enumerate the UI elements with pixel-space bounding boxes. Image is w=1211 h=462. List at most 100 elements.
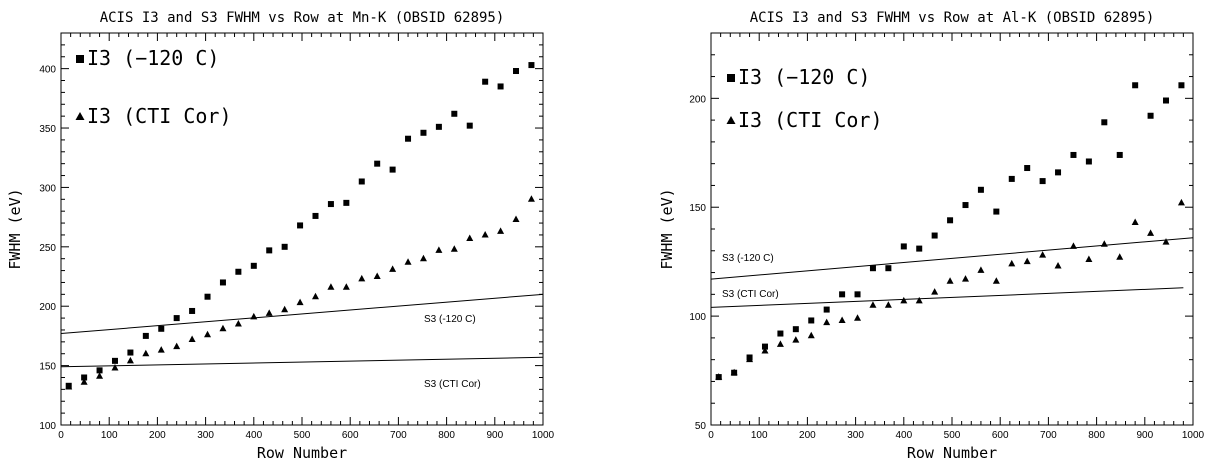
- data-point-triangle: [389, 265, 397, 272]
- data-point-triangle: [761, 346, 769, 354]
- data-point-square: [466, 122, 473, 129]
- data-point-square: [1147, 112, 1154, 119]
- data-point-square: [947, 217, 954, 224]
- data-point-triangle: [931, 288, 939, 295]
- data-point-triangle: [188, 335, 196, 342]
- y-tick-label: 350: [39, 124, 56, 135]
- data-point-triangle: [823, 318, 831, 326]
- data-point-square: [327, 201, 334, 208]
- x-tick-label: 700: [1040, 430, 1057, 441]
- data-point-square: [977, 186, 984, 193]
- reference-line: [60, 293, 544, 335]
- data-point-triangle: [311, 292, 319, 300]
- x-tick-label: 300: [847, 430, 864, 441]
- x-tick-label: 400: [245, 430, 262, 441]
- data-point-square: [528, 62, 535, 69]
- x-tick-label: 900: [486, 430, 503, 441]
- data-point-triangle: [204, 330, 212, 338]
- legend-label: I3 (−120 C): [87, 46, 219, 70]
- y-tick-label: 150: [689, 203, 706, 214]
- series-2: [715, 198, 1185, 380]
- x-axis-label: Row Number: [907, 444, 997, 462]
- data-point-square: [235, 268, 242, 275]
- reference-line-label: S3 (CTI Cor): [424, 379, 481, 390]
- y-tick-label: 150: [39, 362, 56, 373]
- data-point-triangle: [900, 296, 908, 304]
- x-tick-label: 200: [799, 430, 816, 441]
- data-point-triangle: [450, 245, 458, 252]
- data-point-square: [869, 265, 876, 272]
- data-point-triangle: [977, 266, 985, 273]
- data-point-square: [219, 279, 226, 286]
- y-tick-label: 400: [39, 65, 56, 76]
- data-point-square: [189, 307, 196, 314]
- data-point-square: [343, 199, 350, 206]
- y-tick-label: 50: [695, 421, 707, 432]
- chart-2: ACIS I3 and S3 FWHM vs Row at Al-K (OBSI…: [658, 10, 1205, 462]
- x-tick-label: 0: [58, 430, 64, 441]
- x-tick-label: 700: [390, 430, 407, 441]
- reference-line: [710, 237, 1194, 280]
- data-point-square: [96, 367, 103, 374]
- data-point-square: [854, 291, 861, 298]
- legend-marker-triangle: [75, 112, 85, 120]
- data-point-square: [792, 326, 799, 333]
- y-axis-label: FWHM (eV): [6, 188, 24, 269]
- plot-frame: [60, 32, 544, 426]
- data-point-square: [1178, 82, 1185, 89]
- data-point-triangle: [961, 275, 969, 282]
- data-point-square: [420, 129, 427, 136]
- data-point-triangle: [884, 301, 892, 308]
- reference-line-label: S3 (-120 C): [424, 314, 476, 325]
- data-point-triangle: [157, 346, 165, 353]
- data-point-square: [823, 306, 830, 313]
- data-point-triangle: [512, 215, 520, 222]
- chart-1: ACIS I3 and S3 FWHM vs Row at Mn-K (OBSI…: [6, 10, 555, 462]
- data-point-triangle: [250, 312, 258, 320]
- data-point-square: [358, 178, 365, 185]
- data-point-square: [111, 357, 118, 364]
- data-point-square: [1116, 151, 1123, 158]
- x-tick-label: 200: [149, 430, 166, 441]
- data-point-triangle: [869, 301, 877, 308]
- data-point-triangle: [1054, 262, 1062, 269]
- data-point-square: [127, 349, 134, 356]
- data-point-triangle: [854, 314, 862, 321]
- data-point-triangle: [992, 277, 1000, 284]
- y-tick-label: 100: [689, 312, 706, 323]
- data-point-triangle: [1039, 251, 1047, 258]
- x-tick-label: 100: [751, 430, 768, 441]
- data-point-triangle: [281, 305, 289, 313]
- data-point-square: [204, 293, 211, 300]
- x-tick-label: 1000: [532, 430, 555, 441]
- data-point-triangle: [776, 340, 784, 347]
- data-point-triangle: [142, 349, 150, 357]
- data-point-square: [761, 343, 768, 350]
- legend-marker-triangle: [726, 116, 736, 124]
- data-point-triangle: [65, 382, 73, 390]
- data-point-triangle: [1023, 257, 1031, 265]
- data-point-square: [1163, 97, 1170, 104]
- data-point-triangle: [946, 277, 954, 284]
- x-tick-label: 800: [1088, 430, 1105, 441]
- data-point-triangle: [730, 368, 738, 376]
- chart-title: ACIS I3 and S3 FWHM vs Row at Al-K (OBSI…: [750, 10, 1155, 26]
- data-point-triangle: [173, 342, 181, 350]
- data-point-square: [482, 78, 489, 85]
- legend-label: I3 (−120 C): [738, 65, 870, 89]
- data-point-triangle: [466, 234, 474, 242]
- data-point-square: [885, 265, 892, 272]
- data-point-square: [777, 330, 784, 337]
- data-point-square: [81, 374, 88, 381]
- x-tick-label: 500: [294, 430, 311, 441]
- y-axis-label: FWHM (eV): [658, 188, 676, 269]
- data-point-triangle: [327, 283, 335, 290]
- data-point-square: [1008, 175, 1015, 182]
- data-point-square: [297, 222, 304, 229]
- data-point-triangle: [1177, 198, 1185, 206]
- data-point-triangle: [126, 356, 134, 364]
- y-tick-label: 250: [39, 243, 56, 254]
- data-point-square: [173, 315, 180, 322]
- data-point-square: [900, 243, 907, 250]
